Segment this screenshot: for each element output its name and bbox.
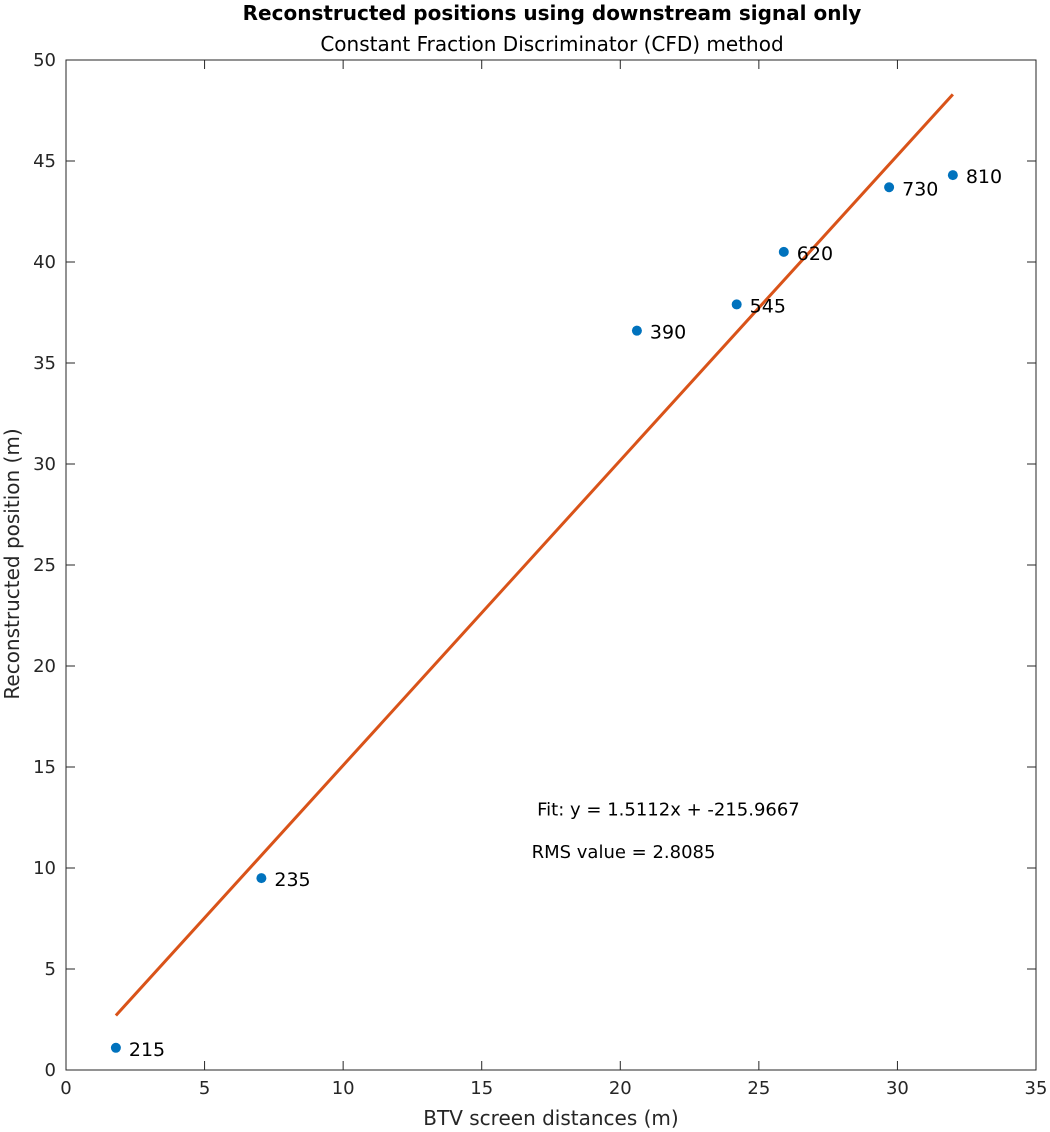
data-point <box>631 325 642 336</box>
chart-title: Reconstructed positions using downstream… <box>243 1 862 25</box>
axes-box <box>65 59 1037 1071</box>
data-point-label: 730 <box>902 178 938 200</box>
x-tick-label: 0 <box>60 1078 71 1099</box>
x-tick-label: 30 <box>886 1078 909 1099</box>
data-point-label: 810 <box>966 166 1002 188</box>
y-tick-label: 45 <box>33 151 56 172</box>
y-tick-label: 15 <box>33 757 56 778</box>
x-tick-label: 5 <box>199 1078 210 1099</box>
x-tick-label: 10 <box>332 1078 355 1099</box>
x-tick-label: 35 <box>1025 1078 1048 1099</box>
data-point <box>731 299 742 310</box>
data-point <box>110 1042 121 1053</box>
x-tick-label: 15 <box>470 1078 493 1099</box>
y-tick-label: 10 <box>33 858 56 879</box>
y-tick-label: 25 <box>33 555 56 576</box>
data-point-label: 215 <box>129 1039 165 1061</box>
fit-layer <box>114 93 954 1017</box>
data-point <box>947 170 958 181</box>
y-tick-label: 20 <box>33 656 56 677</box>
x-axis-label: BTV screen distances (m) <box>423 1106 678 1130</box>
y-tick-label: 5 <box>45 959 56 980</box>
y-tick-label: 30 <box>33 454 56 475</box>
y-tick-label: 35 <box>33 353 56 374</box>
chart-subtitle: Constant Fraction Discriminator (CFD) me… <box>320 32 783 56</box>
annotation-layer: Fit: y = 1.5112x + -215.9667 RMS value = … <box>532 799 800 862</box>
data-point-label: 390 <box>650 322 686 344</box>
y-tick-label: 50 <box>33 50 56 71</box>
data-point-label: 620 <box>797 243 833 265</box>
data-point <box>778 246 789 257</box>
data-point <box>884 182 895 193</box>
y-tick-label: 0 <box>45 1060 56 1081</box>
x-tick-label: 25 <box>747 1078 770 1099</box>
fit-annotation: RMS value = 2.8085 <box>532 842 716 863</box>
x-tick-label: 20 <box>609 1078 632 1099</box>
y-axis-label: Reconstructed position (m) <box>0 428 24 699</box>
fit-line <box>114 93 954 1017</box>
y-tick-label: 40 <box>33 252 56 273</box>
data-point-label: 545 <box>750 295 786 317</box>
data-point-label: 235 <box>274 869 310 891</box>
points-layer: 215 235 390 545 620 730 810 <box>110 166 1002 1061</box>
data-point <box>256 873 267 884</box>
axes-layer: 0 5 10 15 20 25 30 35 0 5 10 15 20 25 30 35 40 45 50 <box>33 50 1047 1099</box>
fit-annotation: Fit: y = 1.5112x + -215.9667 <box>537 799 800 820</box>
